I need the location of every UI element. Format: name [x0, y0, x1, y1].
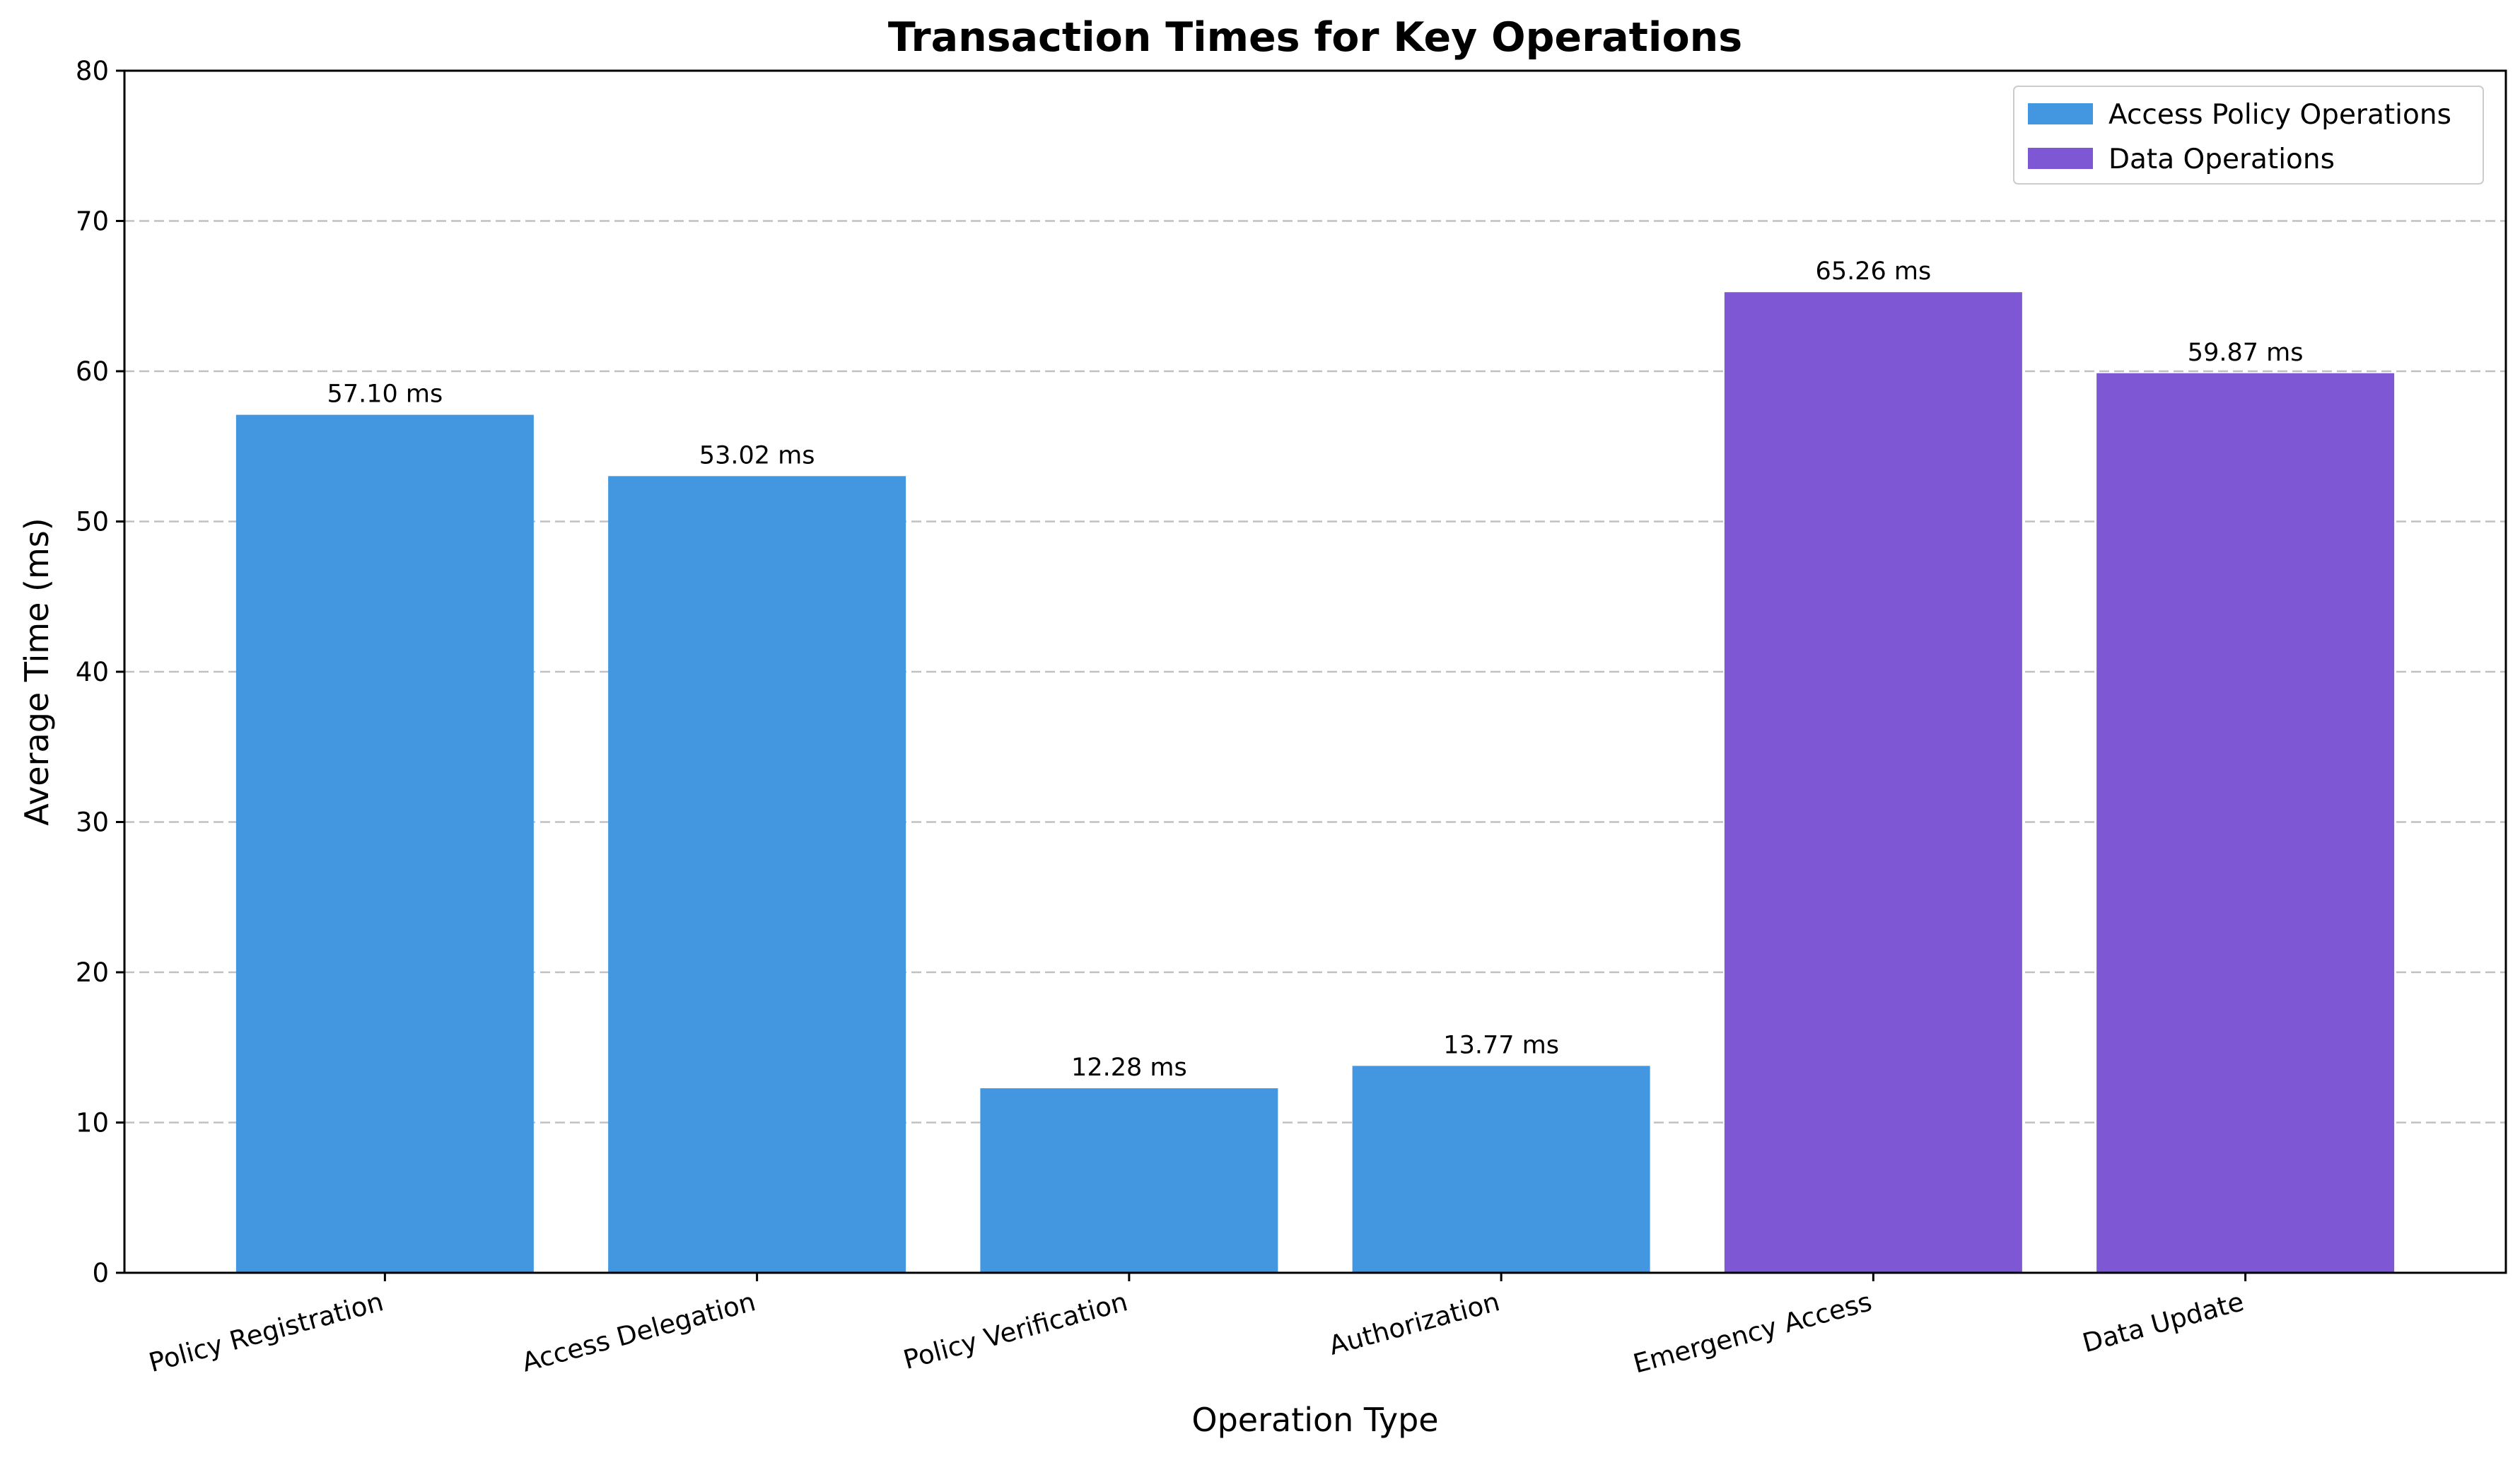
y-tick-label: 30: [76, 808, 109, 838]
y-tick-label: 60: [76, 356, 109, 387]
y-tick-label: 0: [92, 1258, 109, 1288]
bar-value-label: 13.77 ms: [1443, 1031, 1559, 1059]
bar: [2096, 373, 2395, 1273]
bar-value-label: 12.28 ms: [1071, 1054, 1187, 1082]
x-axis-label: Operation Type: [1191, 1401, 1438, 1439]
y-tick-label: 20: [76, 957, 109, 988]
bar-value-label: 65.26 ms: [1816, 257, 1932, 286]
y-axis-ticks: 0 10 20 30 40 50 60 70 80: [76, 56, 124, 1288]
y-tick-label: 50: [76, 507, 109, 537]
legend-label-access-policy: Access Policy Operations: [2108, 99, 2451, 131]
y-tick-label: 70: [76, 206, 109, 237]
bar: [608, 476, 906, 1273]
chart-title: Transaction Times for Key Operations: [888, 14, 1742, 61]
y-tick-label: 40: [76, 657, 109, 687]
y-axis-label: Average Time (ms): [18, 518, 56, 825]
bar: [235, 414, 534, 1273]
bar-value-label: 57.10 ms: [327, 380, 443, 409]
bars: [235, 292, 2395, 1273]
legend: Access Policy Operations Data Operations: [2013, 86, 2484, 185]
y-tick-label: 80: [76, 56, 109, 86]
bar: [1352, 1066, 1650, 1273]
bar: [1724, 292, 2022, 1273]
legend-swatch-access-policy: [2028, 103, 2093, 124]
legend-swatch-data-operations: [2028, 148, 2093, 169]
bar-value-labels: 57.10 ms 53.02 ms 12.28 ms 13.77 ms 65.26 ms…: [327, 257, 2304, 1082]
bar-value-label: 53.02 ms: [699, 441, 815, 470]
bar-value-label: 59.87 ms: [2188, 339, 2304, 367]
legend-label-data-operations: Data Operations: [2108, 144, 2335, 175]
y-tick-label: 10: [76, 1108, 109, 1138]
bar: [980, 1088, 1278, 1273]
legend-box: [2013, 86, 2484, 185]
